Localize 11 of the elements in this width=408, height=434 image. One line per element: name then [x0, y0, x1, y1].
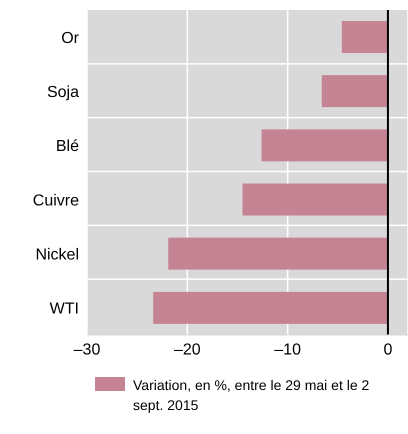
y-tick-label: Soja [46, 84, 80, 101]
x-tick-label: –10 [274, 341, 302, 358]
legend-label: Variation, en %, entre le 29 mai et le 2 sept. 2015 [133, 376, 370, 415]
x-tick-label: –20 [174, 341, 201, 358]
y-tick-label: Cuivre [32, 192, 80, 210]
y-tick-label: Or [61, 30, 80, 47]
y-tick-label: Blé [56, 138, 80, 156]
y-tick-label: WTI [50, 300, 79, 318]
x-tick-label: –30 [74, 341, 100, 358]
y-tick-label: Nickel [35, 246, 79, 264]
x-tick-label: 0 [383, 341, 392, 358]
